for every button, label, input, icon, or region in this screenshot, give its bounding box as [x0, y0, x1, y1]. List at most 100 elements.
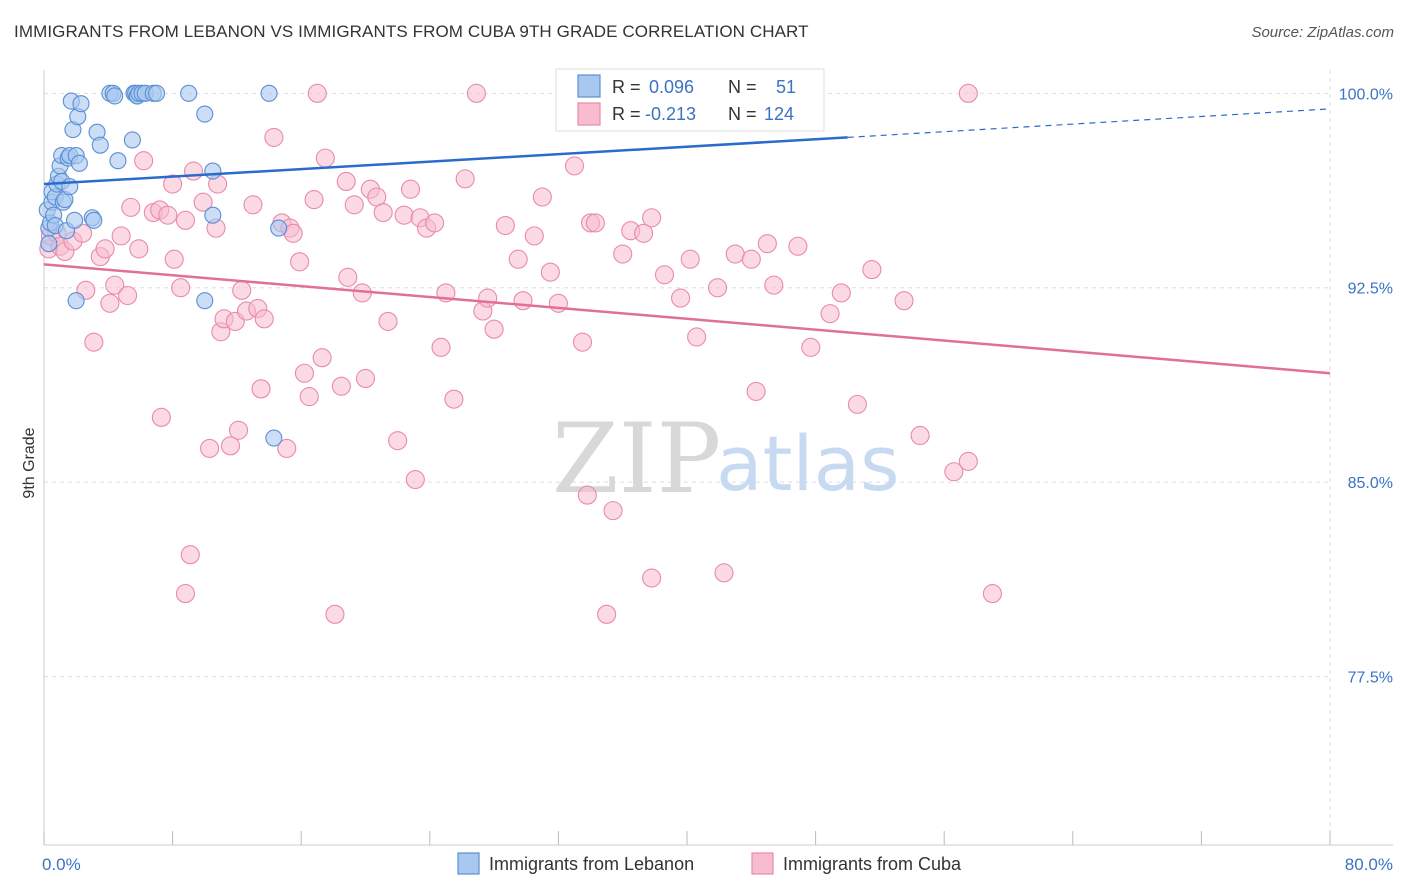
cuba-point-111 — [801, 337, 821, 357]
y-tick-labels: 77.5% 85.0% 92.5% 100.0% — [1339, 86, 1393, 686]
cuba-point-66 — [388, 431, 408, 451]
cuba-point-8 — [84, 332, 104, 352]
y-tick-label-3: 100.0% — [1339, 86, 1393, 103]
lebanon-point-49 — [204, 206, 222, 224]
cuba-point-78 — [478, 288, 498, 308]
lebanon-point-50 — [196, 292, 214, 310]
cuba-point-51 — [299, 387, 319, 407]
stats-swatch-cuba — [577, 102, 601, 126]
cuba-point-123 — [307, 83, 327, 103]
y-axis-title: 9th Grade — [21, 427, 38, 498]
cuba-point-46 — [277, 438, 297, 458]
axes — [43, 70, 1393, 846]
chart-title: IMMIGRANTS FROM LEBANON VS IMMIGRANTS FR… — [14, 22, 809, 41]
cuba-point-121 — [466, 83, 486, 103]
cuba-point-117 — [910, 425, 930, 446]
cuba-point-93 — [603, 501, 623, 521]
cuba-point-98 — [642, 568, 662, 588]
cuba-point-28 — [183, 161, 204, 181]
cuba-point-24 — [171, 278, 191, 298]
lebanon-point-25 — [70, 154, 88, 172]
cuba-point-29 — [193, 192, 213, 212]
cuba-point-113 — [831, 283, 851, 303]
lebanon-point-47 — [196, 105, 214, 123]
cuba-point-82 — [513, 291, 533, 311]
lebanon-point-31 — [91, 136, 109, 154]
lebanon-point-27 — [67, 292, 85, 310]
lebanon-point-51 — [260, 84, 278, 102]
cuba-points — [39, 83, 1002, 624]
lebanon-point-22 — [65, 211, 84, 229]
stats-swatch-lebanon — [577, 74, 601, 98]
cuba-point-27 — [180, 545, 200, 565]
cuba-point-65 — [378, 311, 398, 331]
cuba-point-94 — [613, 244, 633, 264]
cuba-point-23 — [164, 249, 184, 269]
cuba-point-69 — [405, 469, 425, 490]
cuba-point-109 — [764, 275, 784, 295]
x-tick-label-start: 0.0% — [42, 855, 81, 874]
cuba-point-104 — [714, 563, 734, 583]
cuba-point-102 — [687, 327, 707, 347]
lebanon-point-26 — [72, 95, 90, 113]
lebanon-trend-extension — [847, 108, 1331, 138]
cuba-point-114 — [847, 394, 867, 414]
cuba-point-106 — [741, 249, 761, 269]
legend-label-lebanon: Immigrants from Lebanon — [489, 854, 694, 874]
stats-n-value-lebanon: 51 — [776, 77, 796, 97]
source-credit: Source: ZipAtlas.com — [1251, 24, 1394, 41]
watermark-atlas: atlas — [716, 419, 900, 508]
stats-n-label-cuba: N = — [728, 104, 757, 124]
cuba-point-10 — [95, 239, 115, 259]
cuba-point-85 — [540, 262, 560, 282]
cuba-point-49 — [290, 252, 310, 272]
cuba-point-43 — [254, 309, 274, 329]
cuba-point-30 — [200, 438, 220, 458]
cuba-point-110 — [788, 236, 808, 256]
cuba-point-84 — [532, 187, 552, 207]
stats-n-label-lebanon: N = — [728, 77, 757, 97]
y-tick-label-1: 85.0% — [1348, 475, 1393, 492]
cuba-point-20 — [158, 205, 178, 225]
stats-r-value-lebanon: 0.096 — [649, 77, 694, 97]
cuba-point-91 — [585, 213, 605, 233]
cuba-point-92 — [597, 604, 617, 624]
cuba-point-122 — [958, 83, 978, 103]
cuba-trend-line — [43, 263, 1331, 375]
cuba-point-88 — [572, 332, 593, 352]
cuba-point-105 — [725, 244, 745, 264]
x-tick-label-end: 80.0% — [1345, 855, 1393, 874]
lebanon-point-29 — [85, 211, 103, 229]
cuba-point-37 — [228, 420, 249, 440]
lebanon-point-48 — [204, 162, 222, 180]
cuba-point-119 — [958, 451, 978, 471]
stats-r-label-lebanon: R = — [612, 77, 641, 97]
cuba-point-13 — [111, 226, 131, 246]
stats-r-label-cuba: R = — [612, 104, 641, 124]
stats-box-frame — [555, 68, 825, 132]
stats-box: R = 0.096 N = 51 R = -0.213 N = 124 — [555, 68, 825, 132]
cuba-point-115 — [862, 260, 882, 280]
cuba-point-21 — [151, 407, 171, 427]
cuba-point-57 — [336, 171, 356, 192]
lebanon-point-52 — [265, 429, 283, 447]
legend-swatch-cuba — [751, 852, 774, 875]
cuba-point-67 — [394, 205, 414, 225]
lebanon-trend-line — [43, 136, 848, 186]
cuba-point-14 — [118, 285, 138, 306]
cuba-point-16 — [129, 239, 149, 259]
cuba-point-11 — [100, 293, 120, 313]
cuba-point-55 — [325, 604, 345, 624]
cuba-point-87 — [564, 156, 585, 176]
cuba-point-75 — [444, 389, 464, 409]
cuba-point-97 — [642, 208, 662, 228]
cuba-point-22 — [163, 174, 183, 194]
cuba-point-64 — [373, 203, 393, 223]
cuba-point-25 — [175, 584, 196, 604]
cuba-point-96 — [634, 223, 654, 243]
stats-r-value-cuba: -0.213 — [645, 104, 696, 124]
cuba-point-72 — [425, 213, 445, 233]
lebanon-point-53 — [270, 219, 288, 237]
lebanon-point-2 — [40, 235, 58, 253]
